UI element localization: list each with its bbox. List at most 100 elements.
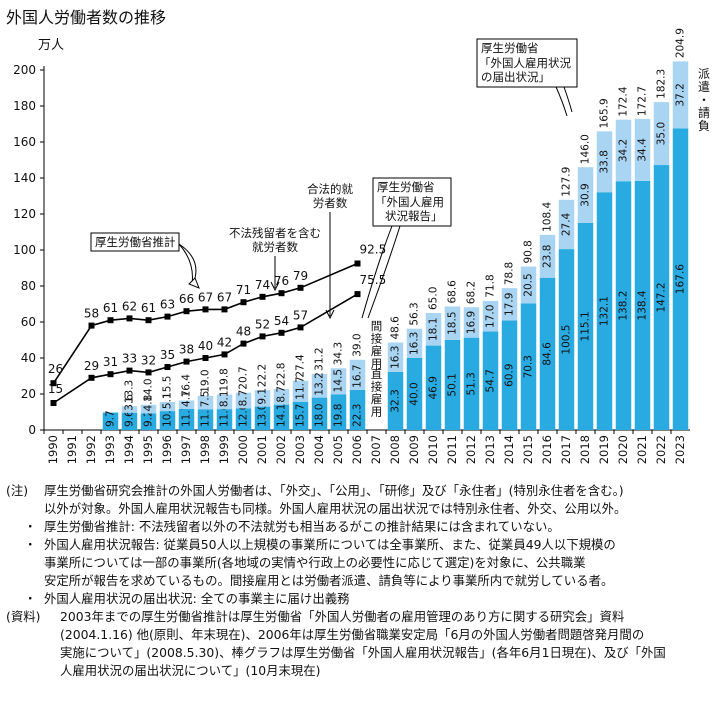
- legend-direct-employment: 雇: [371, 392, 383, 406]
- annotation-illegal-line: 不法残留者を含む: [229, 226, 321, 240]
- bar-direct-employment: [482, 331, 499, 430]
- bar-label-direct: 147.2: [656, 282, 668, 312]
- line-point-label: 54: [274, 314, 289, 328]
- line-marker: [164, 313, 171, 320]
- bar-label-direct: 115.1: [580, 311, 592, 341]
- bar-label-total: 71.8: [485, 274, 497, 297]
- note-text: 外国人雇用状況報告: 従業員50人以上規模の事業所については全事業所、また、従業…: [44, 537, 616, 552]
- bar-label-total: 56.3: [409, 302, 421, 325]
- annotation-notification: の届出状況」: [481, 70, 550, 84]
- bar-direct-employment: [292, 401, 309, 430]
- bar-label-indirect: 11.7: [295, 376, 307, 399]
- line-marker: [278, 329, 285, 336]
- bar-label-direct: 22.3: [352, 404, 364, 427]
- bar-label-direct: 54.7: [485, 369, 497, 392]
- y-tick-label: 20: [21, 387, 36, 401]
- x-tick-label: 2004: [312, 435, 326, 464]
- line-marker: [88, 374, 95, 381]
- line-marker: [354, 260, 361, 267]
- x-tick-label: 1995: [141, 435, 155, 464]
- bar-label-total: 65.0: [428, 287, 440, 310]
- x-tick-label: 2005: [331, 435, 345, 464]
- bar-label-direct: 11.5: [200, 404, 212, 427]
- bar-label-direct: 15.7: [295, 404, 307, 427]
- bar-direct-employment: [463, 337, 480, 430]
- bar-label-dispatch: 16.9: [466, 311, 478, 334]
- note-bullet: ・: [24, 537, 37, 552]
- bar-label-direct: 84.6: [542, 342, 554, 366]
- bar-direct-employment: [330, 394, 347, 430]
- line-point-label: 79: [293, 269, 308, 283]
- line-point-label: 31: [103, 355, 118, 369]
- line-point-label: 35: [160, 348, 175, 362]
- bar-direct-employment: [672, 128, 689, 430]
- line-marker: [183, 358, 190, 365]
- bar-label-total: 204.9: [675, 28, 687, 58]
- annotation-report: 「外国人雇用: [375, 195, 444, 209]
- legend-dispatch: 請: [698, 106, 710, 120]
- bar-label-direct: 32.3: [390, 389, 402, 412]
- bar-label-total: 182.3: [656, 69, 668, 99]
- line-point-label: 32: [141, 353, 156, 367]
- bar-label-total: 172.4: [618, 86, 630, 116]
- annotation-leader: [367, 225, 401, 319]
- bar-direct-employment: [577, 222, 594, 430]
- y-unit-label: 万人: [38, 38, 64, 53]
- bar-direct-employment: [216, 409, 233, 430]
- note-text: (2004.1.16) 他(原則、年末現在)、2006年は厚生労働省職業安定局「…: [60, 627, 645, 642]
- line-legal-workers: [53, 293, 358, 404]
- x-tick-label: 2003: [293, 435, 307, 464]
- x-tick-label: 2009: [407, 435, 421, 464]
- x-tick-label: 2016: [540, 435, 554, 464]
- annotation-leader: [361, 225, 393, 319]
- bar-label-dispatch: 16.3: [409, 332, 421, 355]
- bar-label-direct: 138.2: [618, 291, 630, 321]
- annotation-illegal-line: 就労者数: [252, 240, 298, 254]
- bar-label-total: 20.7: [238, 366, 250, 389]
- bar-indirect-employment: [140, 404, 157, 414]
- x-tick-label: 1992: [84, 435, 98, 464]
- bar-direct-employment: [159, 411, 176, 430]
- y-tick-label: 140: [13, 171, 36, 185]
- bar-label-dispatch: 23.8: [542, 245, 554, 268]
- line-point-label: 57: [293, 308, 308, 322]
- x-tick-label: 1990: [46, 435, 60, 464]
- bar-label-direct: 18.0: [314, 404, 326, 427]
- bar-indirect-employment: [178, 400, 195, 409]
- bar-label-total: 15.5: [162, 376, 174, 399]
- bar-label-indirect: 13.2: [314, 372, 326, 395]
- x-tick-label: 1993: [103, 435, 117, 464]
- bar-label-indirect: 8.7: [276, 386, 288, 403]
- bar-dispatch: [615, 119, 632, 182]
- x-tick-label: 2013: [483, 435, 497, 464]
- note-head: (資料): [6, 609, 41, 624]
- note-text: 安定所が報告を求めているもの。間接雇用とは労働者派遣、請負等により事業所内で就労…: [44, 573, 614, 588]
- x-tick-label: 2006: [350, 435, 364, 464]
- x-tick-label: 2020: [616, 435, 630, 464]
- y-tick-label: 40: [21, 351, 36, 365]
- line-marker: [88, 322, 95, 329]
- x-tick-label: 1994: [122, 435, 136, 464]
- bar-indirect-employment: [273, 388, 290, 405]
- bar-dispatch: [558, 199, 575, 250]
- bar-label-total: 19.8: [219, 368, 231, 391]
- bar-label-total: 68.2: [466, 281, 478, 304]
- line-marker: [259, 293, 266, 300]
- annotation-estimate-box: [90, 232, 180, 252]
- bar-dispatch: [634, 118, 651, 181]
- bar-label-dispatch: 35.0: [656, 122, 668, 145]
- line-marker: [107, 371, 114, 378]
- bar-direct-employment: [254, 406, 271, 430]
- legend-direct-employment: 用: [371, 405, 383, 419]
- bar-indirect-employment: [349, 359, 366, 390]
- bar-label-dispatch: 27.4: [561, 212, 573, 236]
- line-point-label: 52: [255, 317, 270, 331]
- annotation-report: 厚生労働省: [377, 180, 435, 194]
- note-text: 以外が対象。外国人雇用状況報告も同様。外国人雇用状況の届出状況では特別永住者、外…: [44, 501, 627, 516]
- bar-indirect-employment: [197, 395, 214, 410]
- line-marker: [240, 340, 247, 347]
- x-tick-label: 2012: [464, 435, 478, 464]
- line-marker: [126, 367, 133, 374]
- x-tick-label: 2019: [597, 435, 611, 464]
- bar-label-dispatch: 33.8: [599, 150, 611, 173]
